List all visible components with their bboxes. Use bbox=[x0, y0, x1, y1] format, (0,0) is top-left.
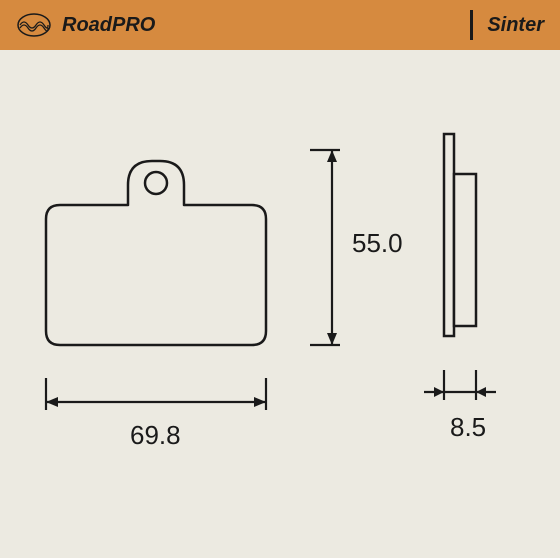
brand-logo bbox=[16, 12, 52, 38]
header-divider bbox=[470, 10, 473, 40]
product-type: Sinter bbox=[487, 14, 544, 37]
header-bar: RoadPRO Sinter bbox=[0, 0, 560, 50]
header-right: Sinter bbox=[470, 10, 544, 40]
brake-pad-front-view bbox=[40, 155, 272, 355]
brake-pad-side-view bbox=[440, 130, 480, 340]
dim-thickness-label: 8.5 bbox=[450, 412, 486, 443]
dim-thickness bbox=[420, 370, 510, 416]
diagram-area: 69.8 55.0 8.5 bbox=[0, 50, 560, 558]
dim-width-label: 69.8 bbox=[130, 420, 181, 451]
dim-height-label: 55.0 bbox=[352, 228, 403, 259]
header-left: RoadPRO bbox=[16, 12, 155, 38]
product-name: RoadPRO bbox=[62, 14, 155, 37]
